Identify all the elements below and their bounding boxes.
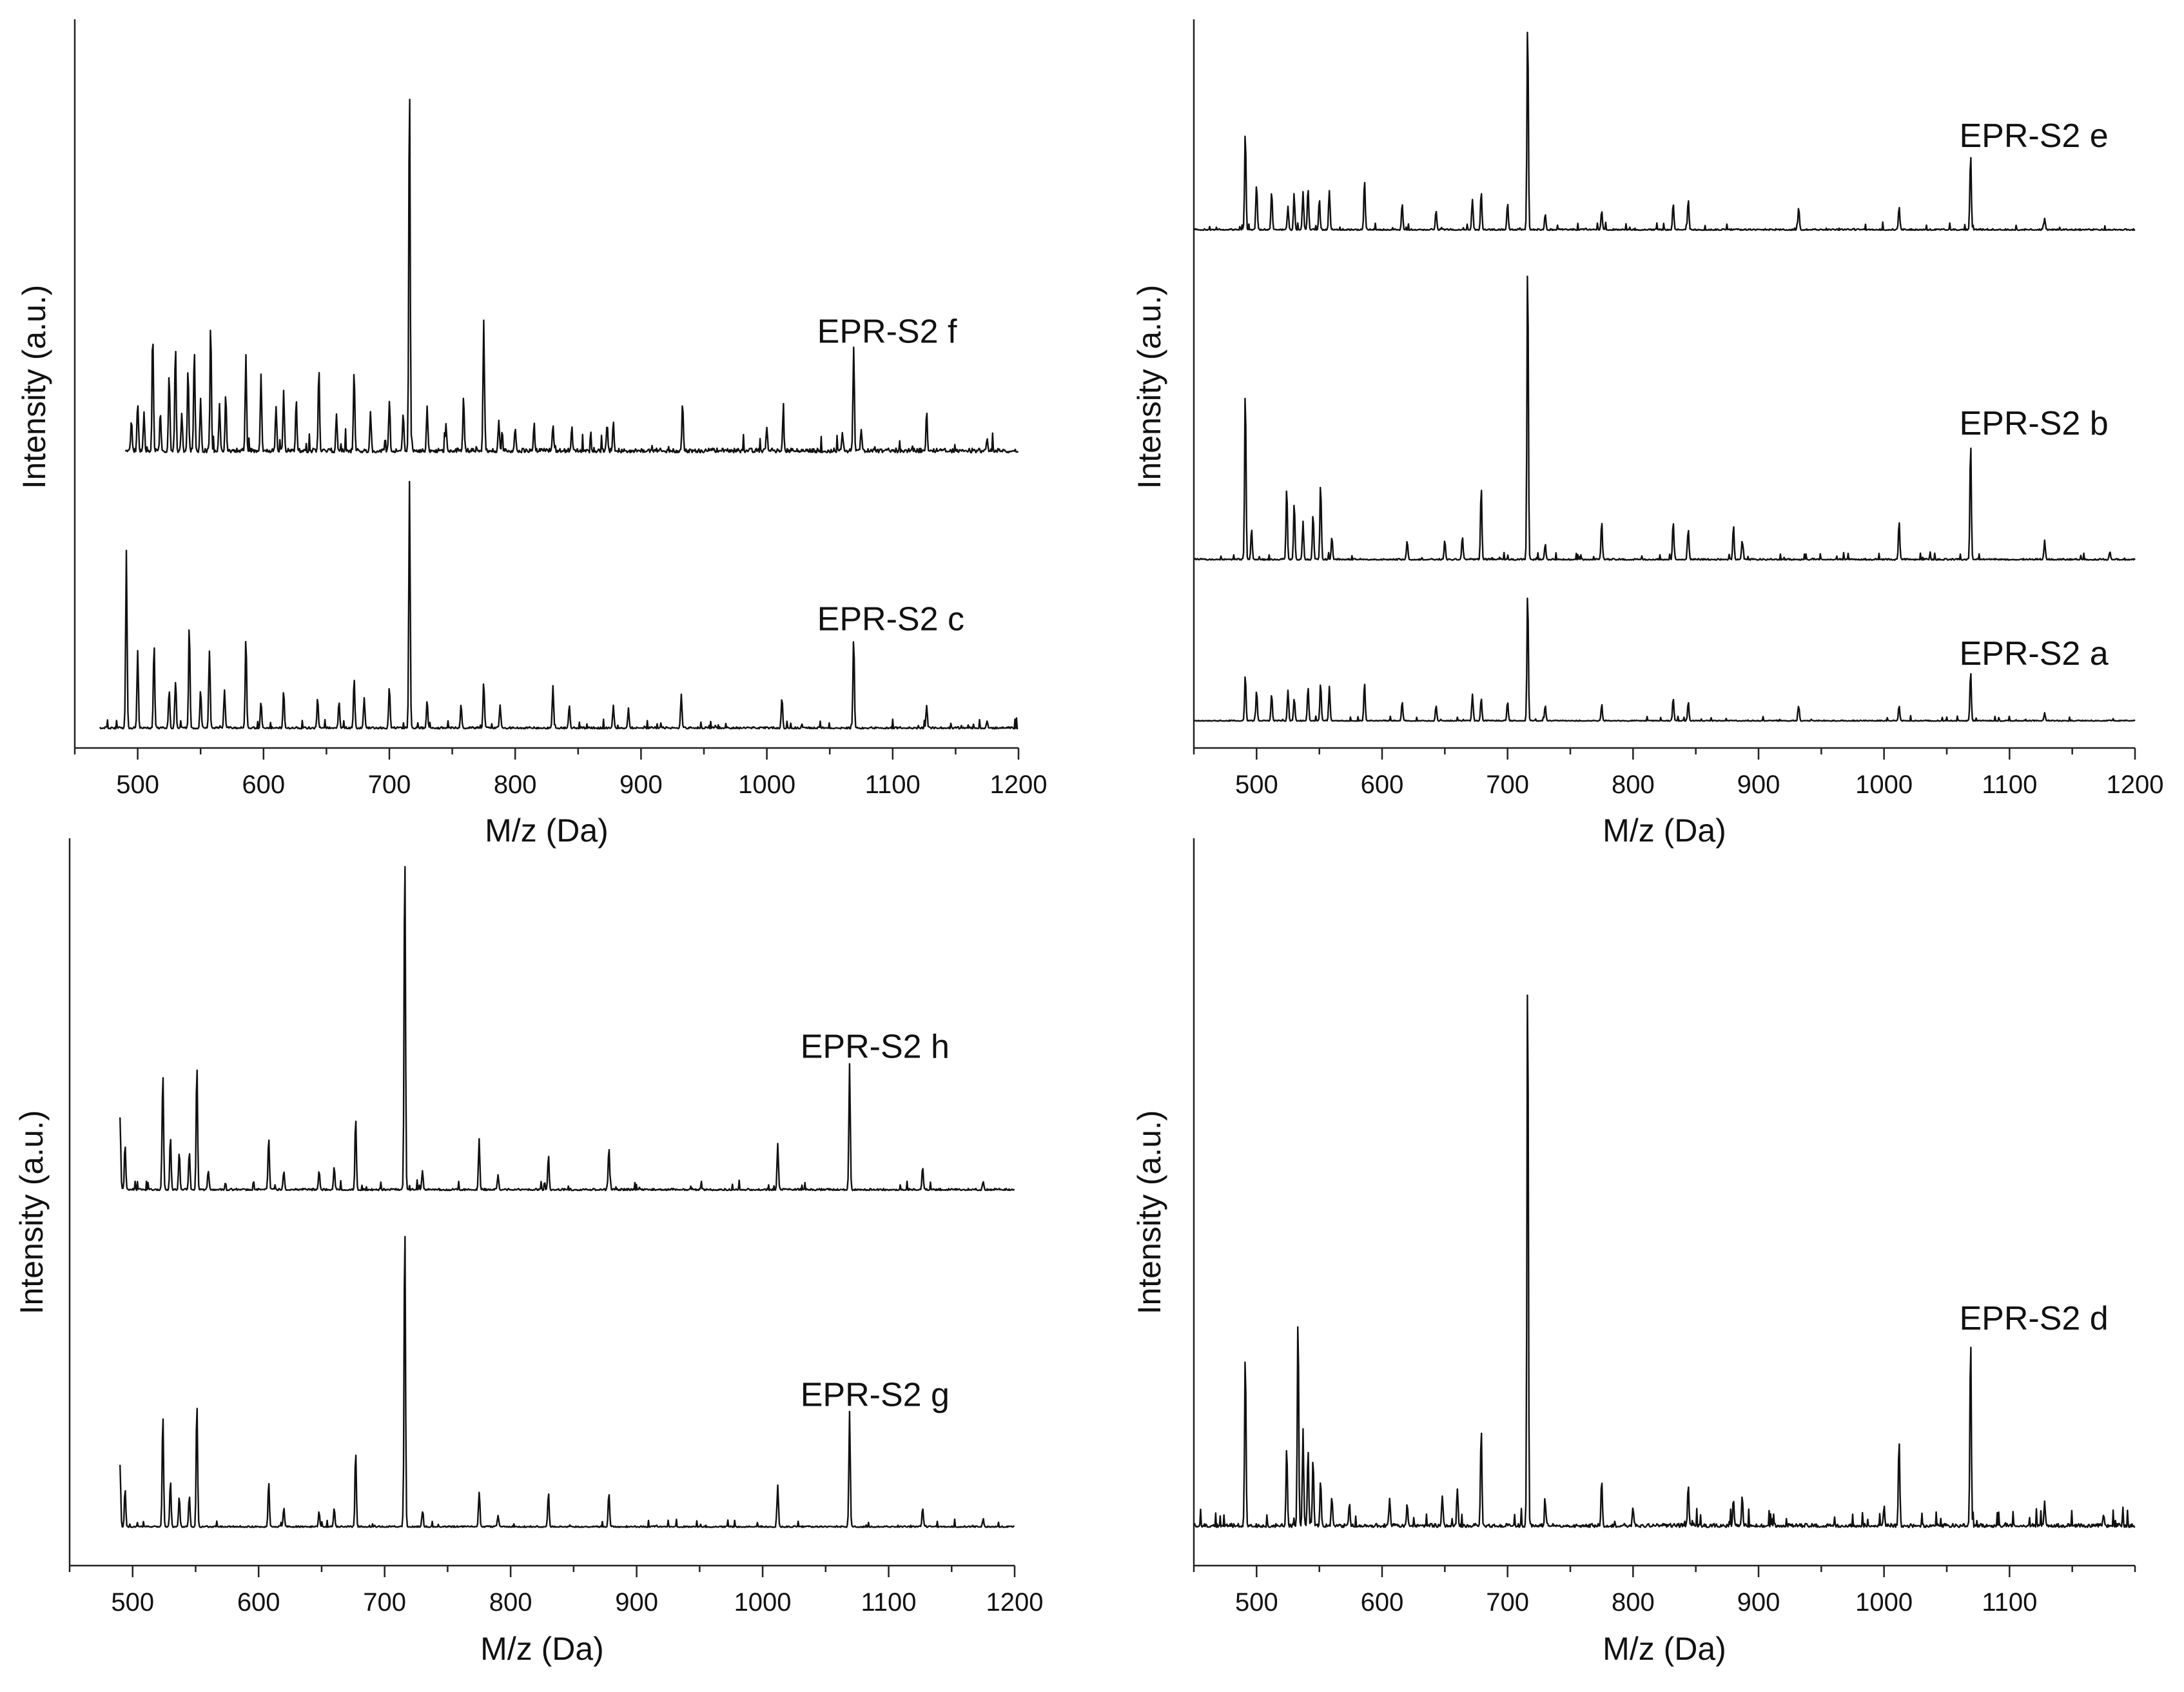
spectrum-line bbox=[1193, 597, 2136, 722]
x-tick-label: 700 bbox=[363, 1588, 406, 1617]
y-axis-label: Intensity (a.u.) bbox=[14, 1110, 50, 1315]
x-tick-label: 1100 bbox=[1982, 1588, 2037, 1617]
x-tick-label: 1200 bbox=[990, 771, 1048, 799]
x-tick-label: 900 bbox=[615, 1588, 658, 1617]
spectrum-line bbox=[1193, 275, 2136, 561]
series-label: EPR-S2 d bbox=[1959, 1300, 2108, 1337]
spectrum-line bbox=[1193, 32, 2136, 231]
x-tick-label: 600 bbox=[242, 771, 285, 799]
x-tick-label: 600 bbox=[237, 1588, 280, 1617]
y-axis-label: Intensity (a.u.) bbox=[1131, 1110, 1167, 1315]
series-label: EPR-S2 e bbox=[1959, 117, 2108, 155]
spectrum-line bbox=[124, 99, 1019, 454]
chart-panel-top-left: 500 600 700 800 900 1000 1100 1200 M/z (Da) Inten… bbox=[16, 19, 1047, 849]
x-tick-label: 800 bbox=[494, 771, 537, 799]
x-tick-label: 700 bbox=[1486, 1588, 1529, 1617]
chart-panel-bottom-left: 500 600 700 800 900 1000 1100 1200 M/z (Da) Inten… bbox=[14, 838, 1043, 1667]
spectrum-line bbox=[119, 866, 1015, 1192]
x-axis-label: M/z (Da) bbox=[480, 1631, 604, 1667]
x-axis-label: M/z (Da) bbox=[1603, 812, 1726, 849]
x-tick-label: 600 bbox=[1361, 1588, 1404, 1617]
x-tick-label: 700 bbox=[1486, 771, 1529, 799]
series-label: EPR-S2 c bbox=[817, 601, 964, 638]
x-axis-label: M/z (Da) bbox=[1603, 1631, 1726, 1667]
x-tick-label: 800 bbox=[489, 1588, 532, 1617]
x-tick-label: 500 bbox=[1235, 771, 1278, 799]
x-tick-label: 600 bbox=[1361, 771, 1404, 799]
series-label: EPR-S2 g bbox=[801, 1377, 950, 1414]
x-tick-label: 1000 bbox=[734, 1588, 792, 1617]
chart-panel-top-right: 500 600 700 800 900 1000 1100 1200 M/z (Da) Inten… bbox=[1131, 19, 2163, 849]
y-axis-label: Intensity (a.u.) bbox=[16, 285, 52, 489]
x-tick-label: 1200 bbox=[986, 1588, 1044, 1617]
x-tick-label: 1000 bbox=[1855, 771, 1913, 799]
x-tick-label: 900 bbox=[1737, 1588, 1780, 1617]
chart-panel-bottom-right: 500 600 700 800 900 1000 1100 M/z (Da) Intensity… bbox=[1131, 838, 2136, 1667]
x-tick-label: 700 bbox=[368, 771, 411, 799]
x-tick-label: 900 bbox=[619, 771, 663, 799]
x-tick-label: 1000 bbox=[738, 771, 795, 799]
x-tick-label: 500 bbox=[111, 1588, 154, 1617]
spectrum-line bbox=[119, 1235, 1015, 1528]
x-tick-label: 1100 bbox=[861, 1588, 917, 1617]
series-label: EPR-S2 h bbox=[801, 1028, 950, 1065]
x-tick-label: 900 bbox=[1737, 771, 1780, 799]
x-tick-label: 500 bbox=[116, 771, 159, 799]
x-tick-label: 800 bbox=[1612, 1588, 1655, 1617]
x-tick-label: 1200 bbox=[2107, 771, 2164, 799]
spectrum-line bbox=[1193, 994, 2136, 1528]
y-axis-label: Intensity (a.u.) bbox=[1131, 285, 1167, 489]
x-tick-label: 800 bbox=[1612, 771, 1655, 799]
series-label: EPR-S2 f bbox=[817, 313, 957, 350]
x-tick-label: 1100 bbox=[865, 771, 921, 799]
x-tick-label: 500 bbox=[1235, 1588, 1278, 1617]
x-tick-label: 1100 bbox=[1982, 771, 2037, 799]
x-tick-label: 1000 bbox=[1855, 1588, 1913, 1617]
x-axis-label: M/z (Da) bbox=[485, 812, 609, 849]
series-label: EPR-S2 a bbox=[1959, 635, 2108, 673]
series-label: EPR-S2 b bbox=[1959, 405, 2108, 442]
spectrum-line bbox=[99, 480, 1019, 730]
